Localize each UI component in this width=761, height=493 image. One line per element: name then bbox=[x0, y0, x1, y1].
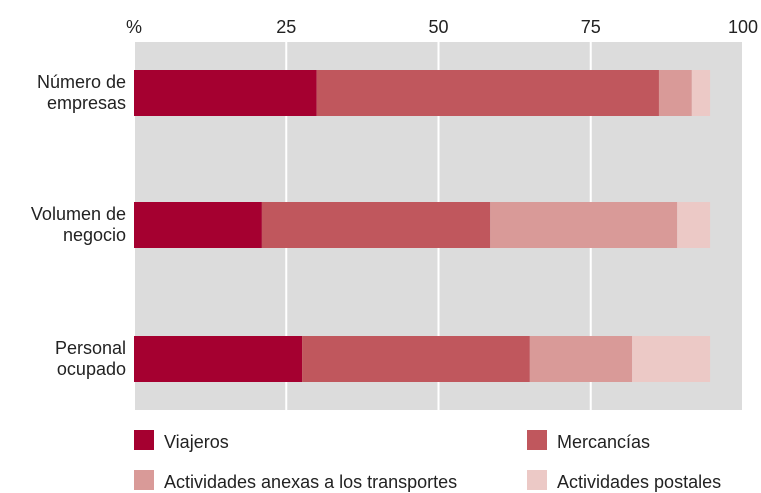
bar-segment bbox=[261, 202, 491, 248]
legend-label: Mercancías bbox=[557, 432, 650, 452]
bar-segment bbox=[134, 70, 317, 116]
category-label: Número de empresas bbox=[36, 72, 126, 113]
legend-label: Actividades postales bbox=[557, 472, 721, 492]
bar-segment bbox=[529, 336, 633, 382]
category-label: Volumen de negocio bbox=[30, 204, 126, 245]
legend-swatch bbox=[134, 430, 154, 450]
legend-swatch bbox=[527, 430, 547, 450]
legend-label: Viajeros bbox=[164, 432, 229, 452]
bar-segment bbox=[691, 70, 711, 116]
legend-swatch bbox=[134, 470, 154, 490]
category-label: Personal ocupado bbox=[54, 338, 126, 379]
bar-segment bbox=[632, 336, 711, 382]
bar-segment bbox=[302, 336, 530, 382]
bar-segment bbox=[658, 70, 692, 116]
bar-segment bbox=[316, 70, 659, 116]
legend-label: Actividades anexas a los transportes bbox=[164, 472, 457, 492]
x-tick-label: 50 bbox=[428, 17, 448, 37]
x-tick-label: % bbox=[126, 17, 142, 37]
bar-segment bbox=[677, 202, 711, 248]
legend-swatch bbox=[527, 470, 547, 490]
x-tick-label: 75 bbox=[581, 17, 601, 37]
x-tick-label: 25 bbox=[276, 17, 296, 37]
bar-segment bbox=[490, 202, 678, 248]
bar-segment bbox=[134, 336, 303, 382]
x-tick-label: 100 bbox=[728, 17, 758, 37]
bar-segment bbox=[134, 202, 262, 248]
